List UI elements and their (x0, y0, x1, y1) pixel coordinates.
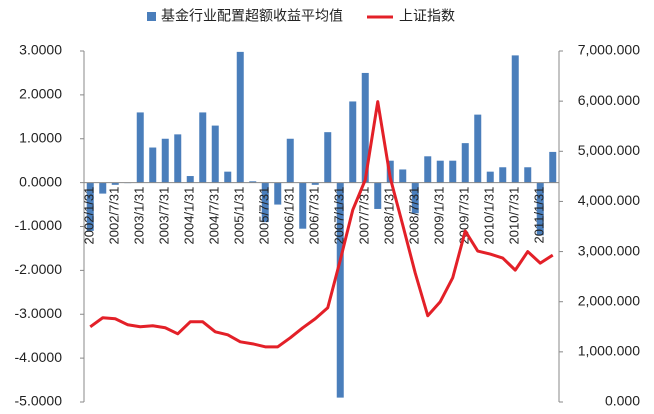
y2-tick-label: 1,000.000 (578, 343, 640, 359)
bar (161, 138, 169, 183)
bar (474, 114, 482, 183)
y2-tick-label: 0.000 (605, 393, 640, 409)
bar (536, 182, 544, 236)
bar (99, 182, 107, 194)
x-tick-label: 2003/1/31 (132, 187, 147, 245)
x-tick-label: 2002/1/31 (82, 187, 97, 245)
y-tick-label: 2.0000 (19, 86, 62, 102)
legend-label: 上证指数 (399, 8, 455, 24)
x-tick-label: 2007/1/31 (332, 187, 347, 245)
bar (549, 151, 557, 183)
bar (511, 55, 519, 183)
bar (199, 112, 207, 183)
x-tick-label: 2006/7/31 (307, 187, 322, 245)
y-tick-label: 1.0000 (19, 129, 62, 145)
x-tick-label: 2004/1/31 (182, 187, 197, 245)
x-tick-label: 2003/7/31 (157, 187, 172, 245)
bar (86, 182, 94, 231)
legend-label: 基金行业配置超额收益平均值 (161, 8, 343, 24)
y-tick-label: 3.0000 (19, 42, 62, 58)
bar (399, 169, 407, 183)
y-tick-label: -2.0000 (15, 261, 63, 277)
legend: 基金行业配置超额收益平均值 上证指数 (147, 8, 455, 24)
bar (324, 132, 332, 183)
bar (299, 182, 307, 229)
bar (174, 134, 182, 183)
bar (111, 182, 119, 185)
y2-tick-label: 5,000.000 (578, 142, 640, 158)
y-tick-label: -3.0000 (15, 305, 63, 321)
x-tick-label: 2008/1/31 (382, 187, 397, 245)
x-tick-label: 2002/7/31 (107, 187, 122, 245)
bar (411, 182, 419, 214)
x-tick-label: 2009/1/31 (432, 187, 447, 245)
x-tick-label: 2005/1/31 (232, 187, 247, 245)
y-tick-label: 0.0000 (19, 173, 62, 189)
bar (149, 147, 157, 183)
bar (374, 182, 382, 209)
x-tick-label: 2011/1/31 (532, 187, 547, 244)
x-tick-label: 2010/7/31 (507, 187, 522, 245)
bar (449, 160, 457, 183)
x-tick-label: 2004/7/31 (207, 187, 222, 245)
y-tick-label: -5.0000 (15, 393, 63, 409)
bar (349, 101, 357, 183)
x-tick-label: 2008/7/31 (407, 187, 422, 245)
bar (186, 176, 194, 183)
y-tick-label: -1.0000 (15, 217, 63, 233)
y2-tick-label: 6,000.000 (578, 92, 640, 108)
bar (336, 182, 344, 398)
bar (524, 167, 532, 183)
y2-tick-label: 2,000.000 (578, 292, 640, 308)
bar (249, 181, 257, 183)
y2-tick-label: 3,000.000 (578, 242, 640, 258)
bar (224, 171, 232, 183)
bar (136, 112, 144, 183)
x-tick-label: 2010/1/31 (482, 187, 497, 245)
bar (236, 51, 244, 183)
y2-tick-label: 7,000.000 (578, 42, 640, 58)
x-tick-label: 2005/7/31 (257, 187, 272, 245)
line (89, 100, 554, 349)
y-tick-label: -4.0000 (15, 349, 63, 365)
y2-tick-label: 4,000.000 (578, 192, 640, 208)
bar (311, 182, 319, 185)
bar (499, 167, 507, 183)
x-tick-label: 2006/1/31 (282, 187, 297, 245)
bar (286, 138, 294, 183)
bar (211, 125, 219, 183)
bar (436, 160, 444, 183)
bar (424, 156, 432, 183)
bar (274, 182, 282, 205)
bar (486, 171, 494, 183)
x-tick-label: 2009/7/31 (457, 187, 472, 245)
bar (261, 182, 269, 223)
x-tick-label: 2007/7/31 (357, 187, 372, 245)
bar (461, 143, 469, 183)
bar (361, 72, 369, 183)
legend-swatch (147, 12, 156, 21)
